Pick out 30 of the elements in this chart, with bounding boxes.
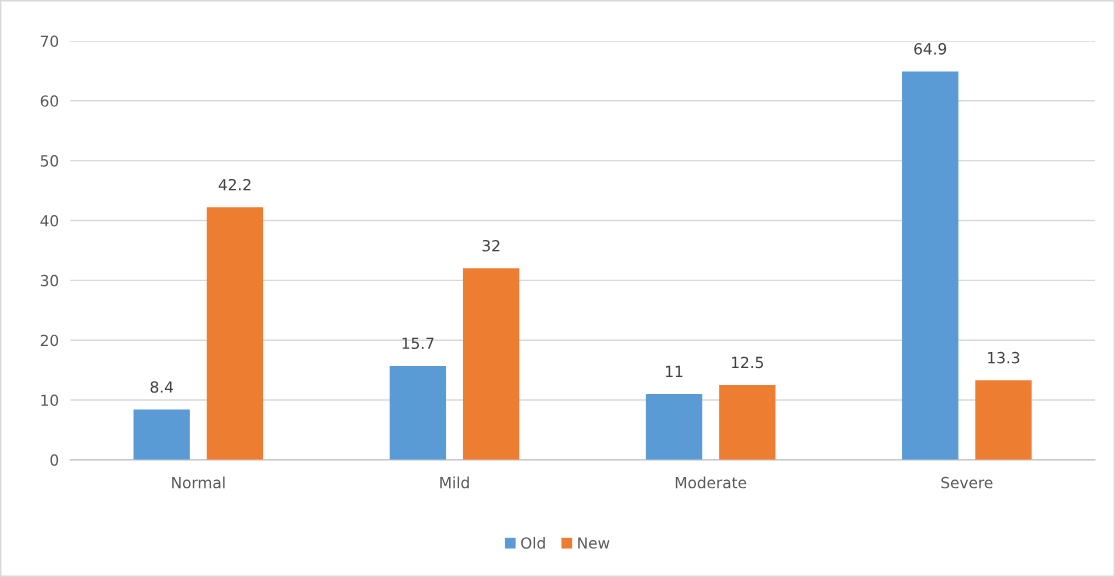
bar	[719, 385, 776, 460]
x-tick-label: Normal	[172, 476, 225, 489]
y-tick-label: 20	[40, 334, 59, 347]
y-tick-label: 0	[50, 454, 59, 466]
bar	[133, 409, 190, 460]
data-label: 13.3	[988, 351, 1020, 364]
data-label: 15.7	[402, 337, 434, 350]
bar	[975, 380, 1032, 460]
y-tick-label: 70	[40, 35, 59, 47]
bar	[389, 365, 447, 460]
data-label: 32	[482, 239, 500, 252]
bar	[902, 71, 959, 460]
x-tick-label: Mild	[440, 476, 469, 489]
data-label: 11	[666, 365, 683, 377]
y-tick-label: 50	[40, 155, 59, 167]
data-label: 8.4	[150, 381, 173, 393]
data-label: 42.2	[218, 178, 251, 191]
y-tick-label: 10	[41, 394, 59, 407]
y-tick-label: 60	[40, 95, 59, 107]
bar	[462, 268, 520, 460]
data-label: 12.5	[731, 356, 763, 369]
x-tick-label: Severe	[941, 476, 993, 489]
bar	[206, 207, 264, 460]
legend-label: Old	[521, 536, 545, 549]
data-label: 64.9	[914, 43, 947, 55]
legend-label: New	[578, 537, 610, 549]
bar	[645, 394, 703, 460]
x-tick-label: Moderate	[675, 476, 747, 489]
y-tick-label: 30	[40, 274, 59, 287]
y-tick-label: 40	[40, 214, 59, 227]
